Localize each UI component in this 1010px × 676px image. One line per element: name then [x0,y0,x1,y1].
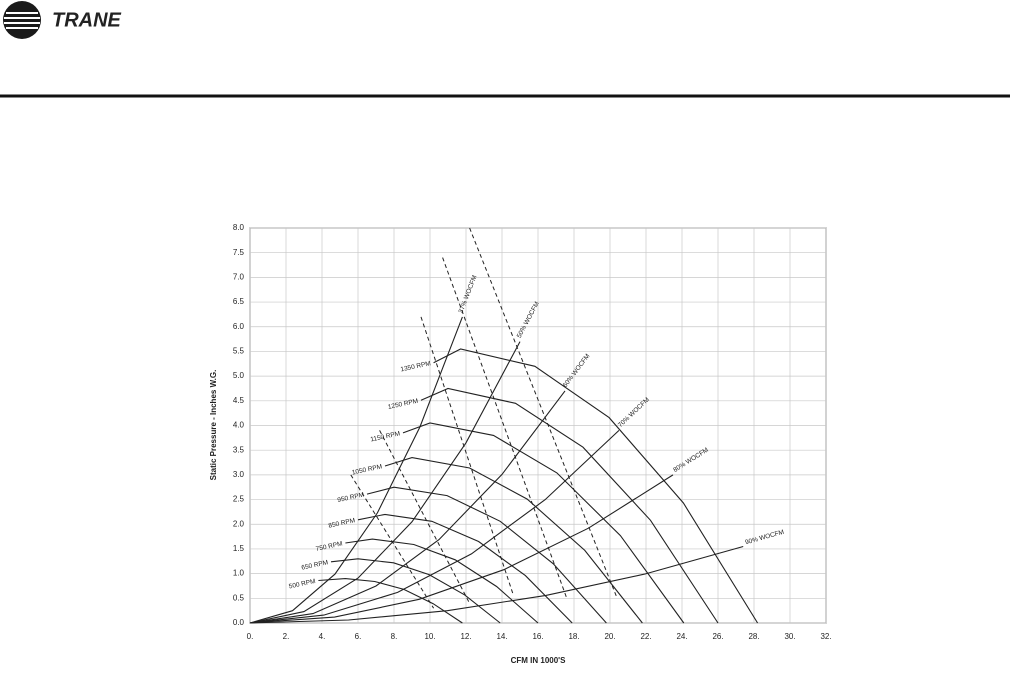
system-label: 60% WOCFM [562,353,592,389]
y-tick-label: 1.0 [233,569,245,578]
system-label: 50% WOCFM [516,301,541,340]
rpm-label: 750 RPM [315,540,343,552]
y-tick-label: 0.5 [233,593,245,602]
y-tick-label: 7.0 [233,272,245,281]
y-tick-label: 6.5 [233,297,245,306]
bhp-line [442,257,568,599]
system-curve [249,429,620,624]
x-axis-label: CFM IN 1000'S [511,656,566,665]
x-tick-label: 0. [247,632,254,641]
y-tick-label: 6.0 [233,322,245,331]
y-tick-label: 1.5 [233,544,245,553]
y-tick-label: 4.5 [233,396,245,405]
fan-curve [384,457,643,624]
system-curve [249,474,674,624]
y-axis-label: Static Pressure - Inches W.G. [209,370,218,481]
x-tick-label: 6. [355,632,362,641]
rpm-label: 500 RPM [288,578,316,590]
bhp-line [379,430,471,604]
fan-curve [420,387,719,624]
x-tick-label: 12. [460,632,471,641]
x-tick-label: 16. [532,632,543,641]
brand: TRANE [52,9,122,31]
system-curve [249,316,463,624]
y-tick-label: 0.0 [233,618,245,627]
fan-curve [402,422,685,624]
x-tick-label: 22. [640,632,651,641]
rpm-label: 950 RPM [337,492,365,504]
y-tick-label: 5.0 [233,371,245,380]
system-label: 80% WOCFM [672,447,710,474]
rpm-label: 1250 RPM [387,398,419,411]
x-tick-label: 14. [496,632,507,641]
x-tick-label: 26. [712,632,723,641]
x-tick-label: 24. [676,632,687,641]
rpm-label: 850 RPM [328,517,356,529]
y-tick-label: 4.0 [233,421,245,430]
system-label: 90% WOCFM [744,529,784,547]
fan-curve [357,513,573,624]
x-tick-label: 4. [319,632,326,641]
rpm-label: 650 RPM [301,559,329,571]
system-label: 37% WOCFM [458,274,479,314]
rpm-label: 1150 RPM [370,430,401,443]
fan-curve [433,348,759,624]
bhp-line [469,227,618,599]
x-tick-label: 28. [748,632,759,641]
y-tick-label: 2.0 [233,519,245,528]
y-tick-label: 3.5 [233,445,245,454]
y-tick-label: 5.5 [233,347,245,356]
y-tick-label: 7.5 [233,248,245,257]
fan-curve [318,578,463,624]
system-curve [249,390,566,624]
rpm-label: 1350 RPM [400,360,432,373]
fan-curve [330,558,501,624]
x-tick-label: 20. [604,632,615,641]
y-tick-label: 8.0 [233,223,245,232]
x-tick-label: 18. [568,632,579,641]
y-tick-label: 2.5 [233,495,245,504]
system-curve [249,545,744,624]
fan-curve [345,538,539,624]
x-tick-label: 10. [424,632,435,641]
logo [3,1,41,39]
x-tick-label: 8. [391,632,398,641]
x-tick-label: 2. [283,632,290,641]
system-curve [249,341,521,624]
x-tick-label: 32. [820,632,831,641]
y-tick-label: 3.0 [233,470,245,479]
x-tick-label: 30. [784,632,795,641]
